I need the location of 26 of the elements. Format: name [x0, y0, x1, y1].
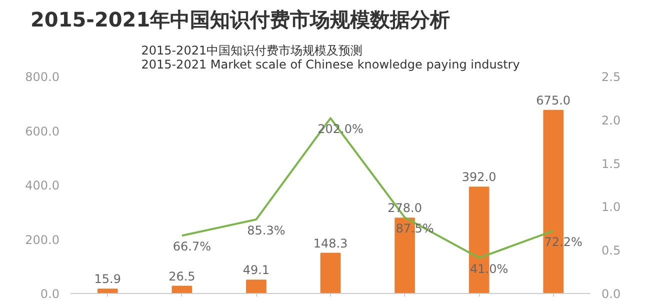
- data-label: 26.5: [168, 269, 196, 284]
- y-tick-label: 200.0: [25, 232, 60, 247]
- bar: [97, 288, 118, 294]
- data-label: 85.3%: [247, 223, 286, 238]
- y2-tick-label: 1.0: [602, 200, 621, 214]
- y2-tick-label: 2.5: [602, 70, 621, 84]
- y-tick-label: 600.0: [25, 124, 60, 138]
- bar: [320, 252, 341, 294]
- data-label: 148.3: [313, 236, 348, 250]
- data-label: 675.0: [536, 93, 571, 108]
- y2-tick-label: 0.0: [602, 287, 621, 301]
- bar: [172, 286, 192, 294]
- chart-title: 2015-2021年中国知识付费市场规模数据分析: [30, 8, 450, 32]
- data-label: 72.2%: [544, 234, 582, 249]
- y-tick-label: 800.0: [25, 70, 60, 84]
- bar: [246, 280, 266, 294]
- data-label: 15.9: [94, 272, 121, 286]
- y-tick-label: 0.0: [40, 287, 60, 301]
- data-label: 392.0: [462, 170, 496, 184]
- y2-tick-label: 0.5: [602, 244, 621, 258]
- y2-tick-label: 2.0: [602, 113, 621, 128]
- data-label: 66.7%: [172, 240, 211, 254]
- y2-tick-label: 1.5: [602, 156, 621, 171]
- y-tick-label: 400.0: [25, 178, 60, 192]
- data-label: 49.1: [242, 263, 270, 278]
- chart-subtitle: 2015-2021中国知识付费市场规模及预测 2015-2021 Market scale of Chinese knowledge paying industry: [141, 44, 520, 72]
